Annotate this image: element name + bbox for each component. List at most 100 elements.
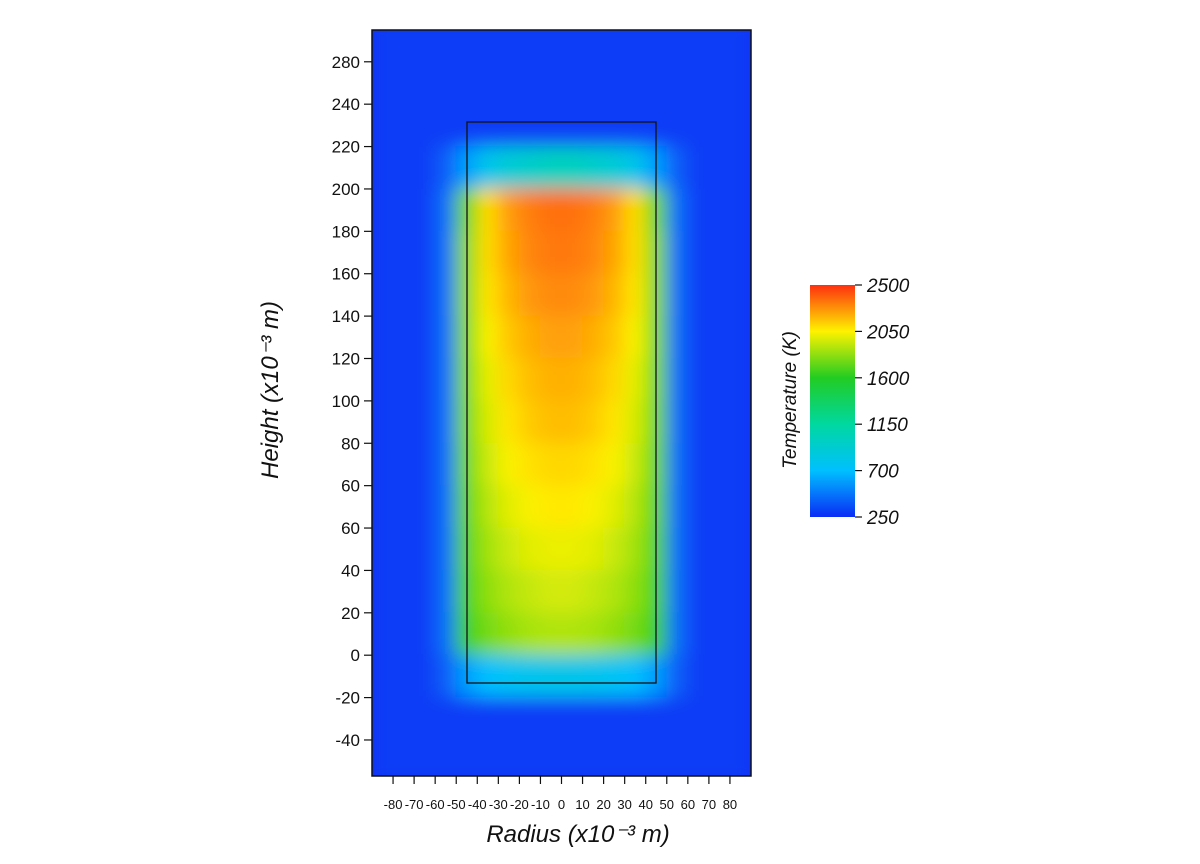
x-tick-label: 30 xyxy=(617,797,631,812)
heat-cell xyxy=(518,103,541,148)
heat-cell xyxy=(539,485,562,529)
heat-cell xyxy=(476,485,499,529)
heat-cell xyxy=(413,357,436,402)
heat-cell xyxy=(561,230,584,275)
heat-cell xyxy=(539,230,562,275)
heat-cell xyxy=(476,400,499,444)
heat-cell xyxy=(539,146,562,190)
heat-cell xyxy=(539,188,562,232)
heat-cell xyxy=(582,527,605,571)
x-tick-label: 0 xyxy=(558,797,565,812)
heat-cell xyxy=(392,697,415,741)
heat-cell xyxy=(372,569,394,614)
heat-cell xyxy=(624,527,647,571)
x-tick-label: -30 xyxy=(489,797,508,812)
heat-cell xyxy=(497,485,520,529)
heat-cell xyxy=(497,612,520,656)
heat-cell xyxy=(413,485,436,529)
heat-cell xyxy=(497,30,520,63)
y-tick-label: 220 xyxy=(332,138,360,157)
heat-cell xyxy=(476,527,499,571)
heat-cell xyxy=(687,230,710,275)
y-tick-label: 100 xyxy=(332,392,360,411)
heat-cell xyxy=(624,146,647,190)
heat-cell xyxy=(666,315,689,359)
heat-cell xyxy=(561,315,584,359)
heat-cell xyxy=(497,442,520,487)
heat-cell xyxy=(392,612,415,656)
heat-cell xyxy=(624,400,647,444)
heat-cell xyxy=(687,569,710,614)
heat-cell xyxy=(476,442,499,487)
heat-cell xyxy=(624,315,647,359)
y-tick-label: 240 xyxy=(332,95,360,114)
heat-cell xyxy=(413,739,436,776)
heat-cell xyxy=(582,61,605,105)
heat-cell xyxy=(476,103,499,148)
heat-cell xyxy=(708,146,731,190)
heat-cell xyxy=(392,315,415,359)
heat-cell xyxy=(582,315,605,359)
x-tick-label: 10 xyxy=(575,797,589,812)
heat-cell xyxy=(392,230,415,275)
heat-cell xyxy=(729,527,751,571)
heat-cell xyxy=(518,30,541,63)
heat-cell xyxy=(729,315,751,359)
heat-cell xyxy=(539,527,562,571)
heat-cell xyxy=(729,230,751,275)
heat-cell xyxy=(582,654,605,699)
y-tick-label: 120 xyxy=(332,349,360,368)
heat-cell xyxy=(603,146,626,190)
heat-cell xyxy=(476,654,499,699)
heat-cell xyxy=(413,146,436,190)
heat-cell xyxy=(645,61,668,105)
heat-cell xyxy=(603,30,626,63)
heat-cell xyxy=(603,569,626,614)
y-tick-label: 0 xyxy=(351,646,360,665)
heat-cell xyxy=(624,61,647,105)
heat-cell xyxy=(666,230,689,275)
heat-cell xyxy=(603,188,626,232)
heat-cell xyxy=(434,188,457,232)
y-tick-label: -20 xyxy=(335,689,360,708)
heat-cell xyxy=(624,612,647,656)
heat-cell xyxy=(582,442,605,487)
heat-cell xyxy=(476,61,499,105)
heat-cell xyxy=(603,485,626,529)
heat-cell xyxy=(518,527,541,571)
heat-cell xyxy=(729,569,751,614)
heat-cell xyxy=(561,442,584,487)
heat-cell xyxy=(603,697,626,741)
heat-cell xyxy=(372,485,394,529)
heat-cell xyxy=(708,442,731,487)
heat-cell xyxy=(392,654,415,699)
heat-cell xyxy=(603,442,626,487)
heat-cell xyxy=(518,61,541,105)
heat-cell xyxy=(413,61,436,105)
heat-cell xyxy=(666,612,689,656)
heat-cell xyxy=(561,527,584,571)
heat-cell xyxy=(476,230,499,275)
heat-cell xyxy=(518,654,541,699)
heat-cell xyxy=(497,61,520,105)
heat-cell xyxy=(687,612,710,656)
heat-cell xyxy=(372,400,394,444)
heat-cell xyxy=(645,697,668,741)
heat-cell xyxy=(561,569,584,614)
heat-cell xyxy=(666,569,689,614)
heat-cell xyxy=(392,527,415,571)
heat-cell xyxy=(666,146,689,190)
heat-cell xyxy=(413,569,436,614)
heat-cell xyxy=(582,485,605,529)
heat-cell xyxy=(624,357,647,402)
heat-cell xyxy=(624,230,647,275)
heat-cell xyxy=(372,739,394,776)
heat-cell xyxy=(687,697,710,741)
heat-cell xyxy=(497,103,520,148)
heat-cell xyxy=(497,188,520,232)
heat-cell xyxy=(434,30,457,63)
heat-cell xyxy=(392,739,415,776)
heat-cell xyxy=(687,527,710,571)
heat-cell xyxy=(666,188,689,232)
heat-cell xyxy=(687,400,710,444)
